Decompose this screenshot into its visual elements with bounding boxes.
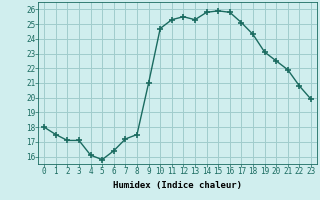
X-axis label: Humidex (Indice chaleur): Humidex (Indice chaleur) xyxy=(113,181,242,190)
